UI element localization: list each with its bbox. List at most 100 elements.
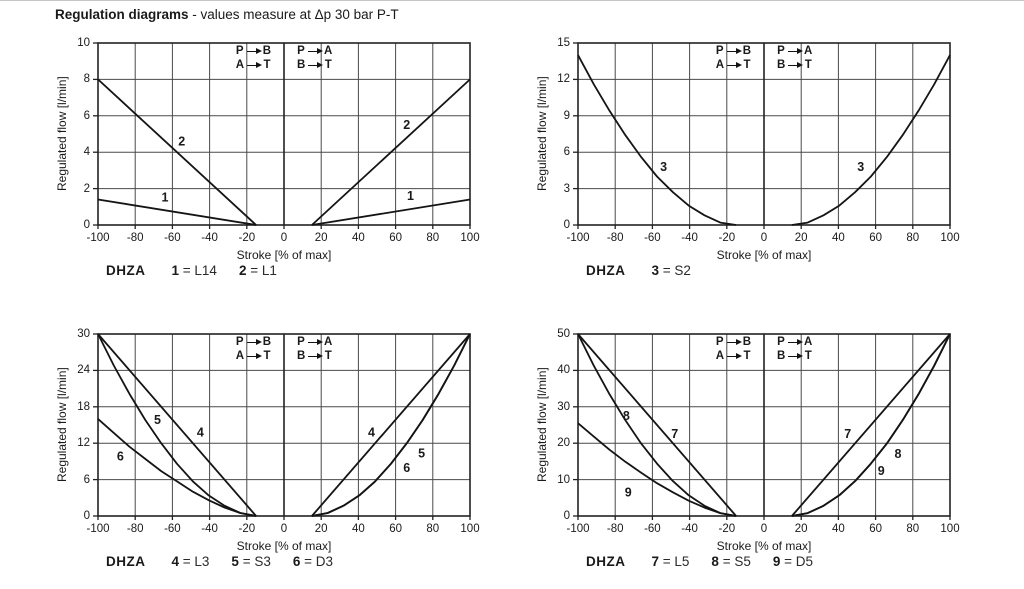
y-tick-label: 12 <box>77 437 90 450</box>
y-tick-label: 0 <box>563 219 570 231</box>
x-tick-label: 60 <box>869 232 882 244</box>
x-tick-label: 20 <box>314 523 328 535</box>
spool-code: = S3 <box>238 554 271 569</box>
x-tick-label: -40 <box>681 232 698 244</box>
spool-code: = D3 <box>300 554 334 569</box>
x-tick-label: -40 <box>681 523 698 535</box>
x-tick-label: 40 <box>831 232 845 244</box>
y-tick-label: 8 <box>83 73 90 86</box>
curve-label-9: 9 <box>878 464 885 478</box>
spool-code: = L5 <box>659 554 690 569</box>
x-tick-label: 80 <box>426 232 440 244</box>
curve-1-right <box>311 198 471 226</box>
y-axis-title: Regulated flow [l/min] <box>535 76 549 192</box>
x-tick-label: -100 <box>566 523 590 535</box>
y-tick-label: 24 <box>77 364 90 377</box>
dhza-flow-chart-1: Regulated flow [l/min] 0 2 4 6 8 10 2 2 1 1 P B A T P A B… <box>55 37 480 278</box>
x-tick-label: 100 <box>460 232 480 244</box>
x-axis-title: Stroke [% of max] <box>716 539 812 553</box>
x-tick-label: 0 <box>280 523 288 535</box>
y-tick-label: 0 <box>83 510 90 522</box>
y-tick-label: 50 <box>557 328 570 340</box>
dhza-flow-chart-3: Regulated flow [l/min] 0 6 12 18 24 30 5 4 6 4 5 6 P B… <box>55 328 480 569</box>
x-axis-title: Stroke [% of max] <box>716 248 812 262</box>
x-tick-label: -40 <box>201 232 218 244</box>
spool-code-item: 1 = L14 <box>172 263 217 278</box>
chart-caption: DHZA 7 = L5 8 = S5 9 = D5 <box>586 554 835 569</box>
y-tick-label: 9 <box>563 109 570 122</box>
chart-caption: DHZA 3 = S2 <box>586 263 713 278</box>
valve-model-label: DHZA <box>106 263 146 278</box>
dhza-flow-chart-2: Regulated flow [l/min] 0 3 6 9 12 15 3 3 P B A T P A B T… <box>535 37 960 278</box>
dhza-flow-chart-4: Regulated flow [l/min] 0 10 20 30 40 50 8 7 9 7 8 9 P… <box>535 328 960 569</box>
x-tick-label: 40 <box>831 523 845 535</box>
y-tick-label: 2 <box>83 182 90 195</box>
page-title-bold: Regulation diagrams <box>55 7 189 22</box>
curve-label-3: 3 <box>857 160 864 174</box>
curve-2-right <box>311 78 471 226</box>
chart-caption: DHZA 4 = L3 5 = S3 6 = D3 <box>106 554 355 569</box>
x-tick-label: -100 <box>86 232 110 244</box>
spool-code-item: 2 = L1 <box>239 263 277 278</box>
x-tick-label: -60 <box>644 523 661 535</box>
y-tick-label: 6 <box>83 109 90 122</box>
curve-6-left <box>97 418 257 517</box>
valve-model-label: DHZA <box>586 554 626 569</box>
y-tick-label: 20 <box>557 437 570 450</box>
y-tick-label: 0 <box>83 219 90 231</box>
x-tick-label: 80 <box>426 523 440 535</box>
valve-model-label: DHZA <box>106 554 146 569</box>
curve-label-7: 7 <box>671 427 678 441</box>
curve-label-2: 2 <box>403 118 410 132</box>
spool-number: 1 <box>171 263 180 278</box>
x-tick-label: 100 <box>460 523 480 535</box>
x-tick-label: 0 <box>760 232 768 244</box>
curve-label-8: 8 <box>894 447 901 461</box>
curve-4-right <box>311 333 471 517</box>
curve-5-left <box>97 333 257 517</box>
x-tick-label: 60 <box>389 232 402 244</box>
page-title: Regulation diagrams - values measure at … <box>55 7 399 22</box>
x-axis-title: Stroke [% of max] <box>236 248 332 262</box>
y-axis-title: Regulated flow [l/min] <box>55 76 69 192</box>
spool-number: 2 <box>238 263 247 278</box>
spool-number: 6 <box>292 554 301 569</box>
y-tick-label: 6 <box>83 473 90 486</box>
y-tick-label: 18 <box>77 400 90 413</box>
curve-label-8: 8 <box>623 409 630 423</box>
spool-code: = S5 <box>718 554 751 569</box>
y-axis-title: Regulated flow [l/min] <box>55 367 69 483</box>
curve-label-2: 2 <box>178 134 185 148</box>
curve-4-left <box>97 333 257 517</box>
x-tick-label: 20 <box>794 523 808 535</box>
x-tick-label: 80 <box>906 523 920 535</box>
x-tick-label: 60 <box>389 523 402 535</box>
curve-label-9: 9 <box>625 485 632 499</box>
x-tick-label: 100 <box>940 232 960 244</box>
spool-number: 7 <box>651 554 660 569</box>
curve-label-1: 1 <box>407 189 414 203</box>
x-tick-label: 40 <box>351 523 365 535</box>
y-tick-label: 0 <box>563 510 570 522</box>
spool-number: 9 <box>772 554 781 569</box>
x-tick-label: -80 <box>606 523 624 535</box>
y-tick-label: 3 <box>563 182 570 195</box>
spool-code-item: 7 = L5 <box>652 554 690 569</box>
y-tick-label: 15 <box>557 37 570 49</box>
spool-code: = L1 <box>246 263 277 278</box>
x-tick-label: -80 <box>126 523 144 535</box>
valve-model-label: DHZA <box>586 263 626 278</box>
spool-code: = D5 <box>780 554 814 569</box>
curve-6-right <box>311 333 471 517</box>
curve-1-left <box>97 198 257 226</box>
x-tick-label: 20 <box>314 232 328 244</box>
spool-number: 5 <box>231 554 239 569</box>
x-tick-label: -20 <box>238 232 256 244</box>
spool-number: 4 <box>171 554 180 569</box>
curve-9-right <box>791 333 951 517</box>
x-tick-label: 40 <box>351 232 365 244</box>
y-tick-label: 30 <box>557 400 570 413</box>
spool-code: = S2 <box>659 263 691 278</box>
